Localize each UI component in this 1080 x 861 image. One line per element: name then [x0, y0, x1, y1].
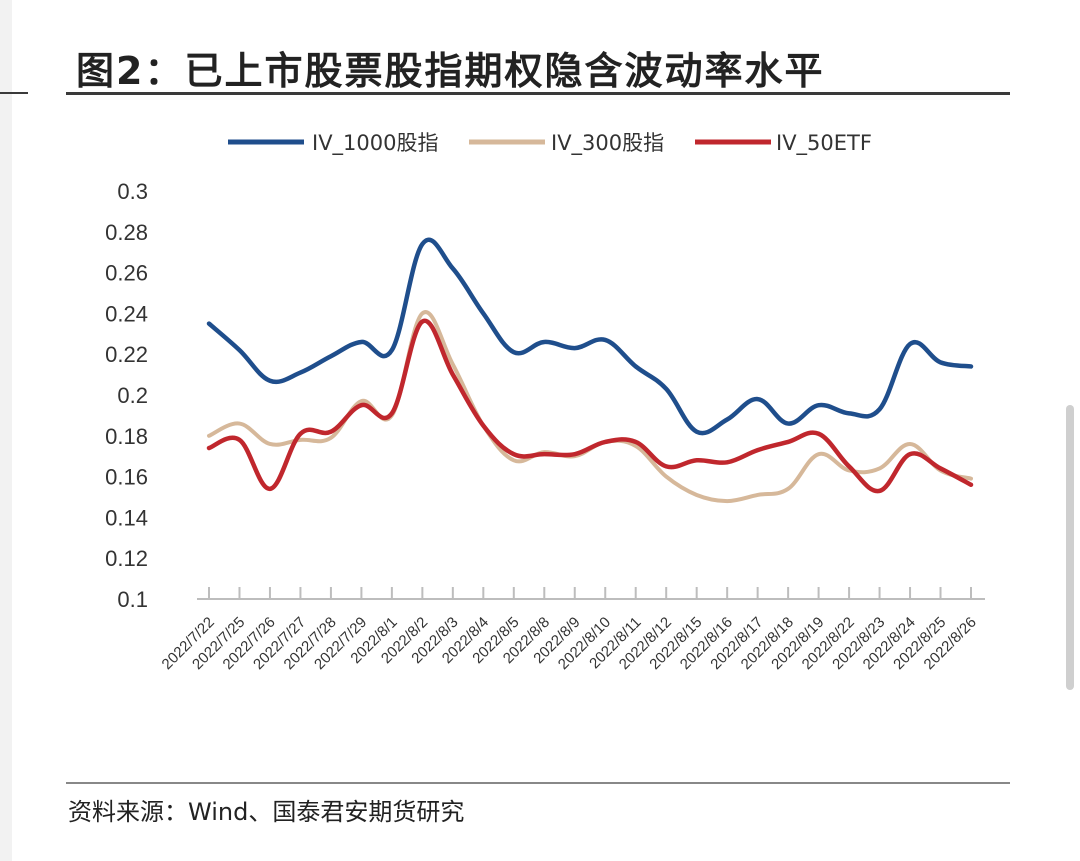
legend-label: IV_300股指 [551, 131, 664, 156]
left-edge [0, 0, 12, 861]
x-axis: 2022/7/222022/7/252022/7/262022/7/272022… [159, 587, 985, 673]
y-tick-label: 0.1 [117, 587, 148, 612]
scrollbar-thumb[interactable] [1066, 405, 1074, 690]
left-rule-mark [0, 92, 28, 94]
chart-legend: IV_1000股指 IV_300股指 IV_50ETF [228, 131, 872, 156]
y-tick-label: 0.3 [117, 179, 148, 204]
legend-label: IV_1000股指 [312, 131, 439, 156]
y-tick-label: 0.18 [105, 424, 148, 449]
series-lines [206, 237, 974, 504]
y-tick-label: 0.14 [105, 505, 148, 530]
source-note: 资料来源：Wind、国泰君安期货研究 [68, 798, 465, 826]
source-divider [66, 782, 1010, 784]
y-tick-label: 0.28 [105, 220, 148, 245]
figure-title: 图2：已上市股票股指期权隐含波动率水平 [76, 49, 825, 93]
y-axis: 0.1 0.12 0.14 0.16 0.18 0.2 0.22 0.24 0.26 0.28 0.… [105, 179, 148, 612]
y-tick-label: 0.16 [105, 465, 148, 490]
y-tick-label: 0.24 [105, 301, 148, 326]
y-tick-label: 0.2 [117, 383, 148, 408]
series-line-iv-1000 [206, 237, 974, 436]
series-line-iv-50etf [206, 318, 974, 494]
y-tick-label: 0.12 [105, 546, 148, 571]
y-tick-label: 0.26 [105, 261, 148, 286]
y-tick-label: 0.22 [105, 342, 148, 367]
title-divider [66, 92, 1010, 95]
legend-label: IV_50ETF [776, 131, 872, 156]
